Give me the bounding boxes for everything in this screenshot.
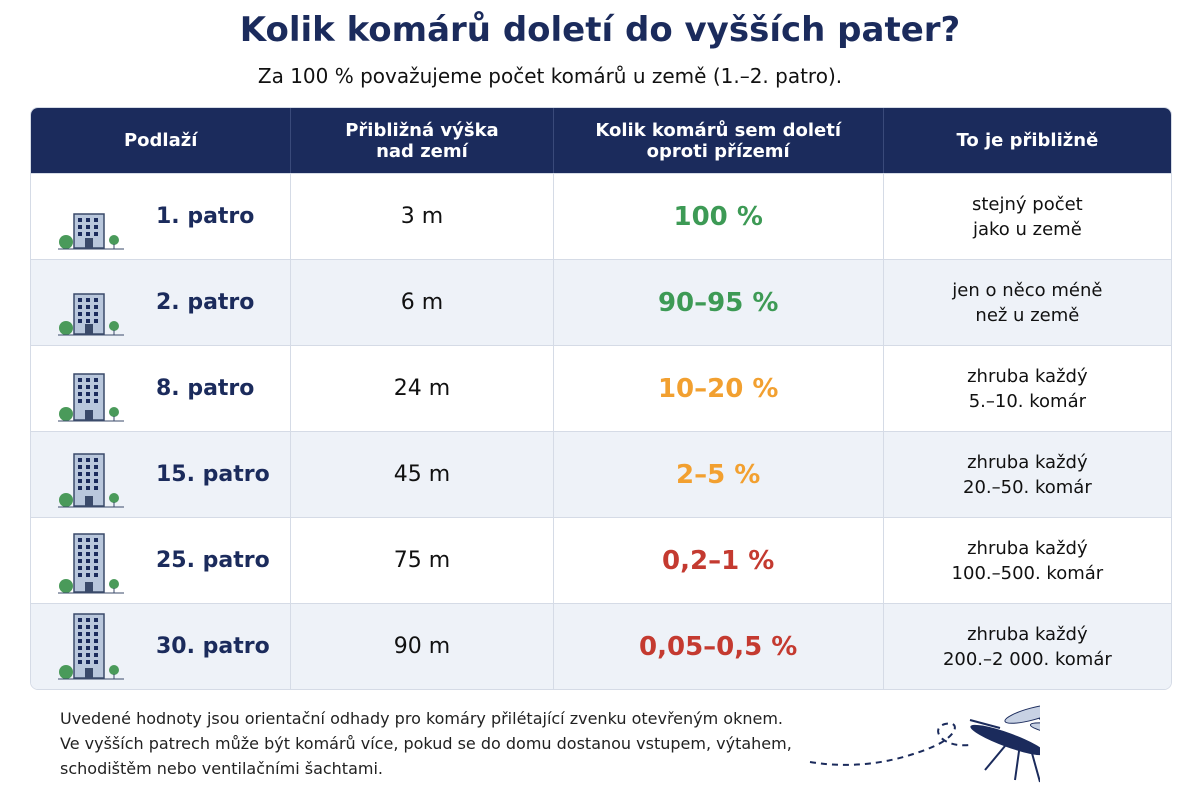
approx-line: zhruba každý — [967, 537, 1088, 559]
share-cell: 0,2–1 % — [552, 518, 883, 603]
share-cell: 90–95 % — [552, 260, 883, 345]
floor-cell: 1. patro — [31, 174, 290, 259]
share: 0,2–1 % — [662, 545, 775, 576]
approx-line: jen o něco méně — [952, 279, 1103, 301]
share: 10–20 % — [657, 373, 779, 404]
share: 90–95 % — [657, 287, 779, 318]
table-row: 15. patro 45 m 2–5 % zhruba každý 20.–50. ko… — [31, 431, 1171, 517]
floor-cell: 25. patro — [31, 518, 290, 603]
header-line: Kolik komárů sem doletí — [595, 119, 841, 141]
table-row: 8. patro 24 m 10–20 % zhruba každý 5.–10. ko… — [31, 345, 1171, 431]
floor: 15. patro — [156, 462, 270, 487]
height-cell: 75 m — [290, 518, 552, 603]
approx-line: 20.–50. komár — [963, 476, 1092, 498]
footnote-line: Ve vyšších patrech může být komárů více,… — [60, 734, 792, 753]
height: 45 m — [393, 462, 451, 487]
share-cell: 100 % — [552, 174, 883, 259]
header-cell: Přibližná výška nad zemí — [290, 108, 552, 173]
building-icon — [58, 292, 124, 335]
floor-cell: 15. patro — [31, 432, 290, 517]
header-line: oproti přízemí — [646, 140, 790, 162]
height-cell: 6 m — [290, 260, 552, 345]
approx-line: 100.–500. komár — [951, 562, 1104, 584]
approx-cell: zhruba každý 5.–10. komár — [882, 346, 1171, 431]
floor-cell: 2. patro — [31, 260, 290, 345]
building-icon — [58, 452, 124, 507]
header-cell: Kolik komárů sem doletí oproti přízemí — [552, 108, 883, 173]
share: 2–5 % — [676, 459, 761, 490]
height: 90 m — [393, 634, 451, 659]
header-line: nad zemí — [376, 140, 468, 162]
height: 6 m — [400, 290, 444, 315]
floor: 8. patro — [156, 376, 255, 401]
approx-line: jako u země — [972, 218, 1082, 240]
building-icon — [58, 532, 124, 593]
table: Podlaží Přibližná výška nad zemí Kolik komá… — [30, 107, 1172, 690]
height-cell: 45 m — [290, 432, 552, 517]
building-icon — [58, 212, 124, 249]
floor: 25. patro — [156, 548, 270, 573]
approx-cell: zhruba každý 20.–50. komár — [882, 432, 1171, 517]
table-row: 2. patro 6 m 90–95 % jen o něco méně než u z… — [31, 259, 1171, 345]
approx-line: zhruba každý — [967, 623, 1088, 645]
building-icon — [58, 372, 124, 421]
share: 100 % — [673, 201, 763, 232]
table-row: 25. patro 75 m 0,2–1 % zhruba každý 100.–500… — [31, 517, 1171, 603]
header-line: Přibližná výška — [345, 119, 499, 141]
height: 75 m — [393, 548, 451, 573]
building-icon — [58, 612, 124, 679]
table-row: 30. patro 90 m 0,05–0,5 % zhruba každý 200.–… — [31, 603, 1171, 689]
footnote-line: schodištěm nebo ventilačními šachtami. — [60, 759, 383, 778]
approx-cell: zhruba každý 200.–2 000. komár — [882, 604, 1171, 689]
height-cell: 24 m — [290, 346, 552, 431]
header-line: Podlaží — [123, 130, 198, 151]
height-cell: 3 m — [290, 174, 552, 259]
approx-cell: stejný počet jako u země — [882, 174, 1171, 259]
share-cell: 0,05–0,5 % — [552, 604, 883, 689]
height: 3 m — [400, 204, 444, 229]
share: 0,05–0,5 % — [639, 631, 798, 662]
footnote-line: Uvedené hodnoty jsou orientační odhady p… — [60, 709, 783, 728]
approx-cell: zhruba každý 100.–500. komár — [882, 518, 1171, 603]
approx-line: zhruba každý — [967, 365, 1088, 387]
title: Kolik komárů doletí do vyšších pater? — [239, 10, 961, 50]
share-cell: 10–20 % — [552, 346, 883, 431]
approx-line: 200.–2 000. komár — [942, 648, 1112, 670]
approx-cell: jen o něco méně než u země — [882, 260, 1171, 345]
approx-line: zhruba každý — [967, 451, 1088, 473]
header-row: Podlaží Přibližná výška nad zemí Kolik komá… — [31, 108, 1171, 173]
approx-line: než u země — [975, 304, 1080, 326]
floor: 2. patro — [156, 290, 255, 315]
mosquito-illustration — [809, 704, 1040, 783]
height: 24 m — [393, 376, 451, 401]
footnote: Uvedené hodnoty jsou orientační odhady p… — [60, 706, 792, 781]
floor-cell: 8. patro — [31, 346, 290, 431]
subtitle: Za 100 % považujeme počet komárů u země … — [257, 64, 843, 88]
header-line: To je přibližně — [956, 130, 1099, 151]
approx-line: stejný počet — [971, 193, 1083, 215]
floor: 1. patro — [156, 204, 255, 229]
floor: 30. patro — [156, 634, 270, 659]
header-cell: Podlaží — [31, 108, 290, 173]
approx-line: 5.–10. komár — [968, 390, 1086, 412]
header-cell: To je přibližně — [882, 108, 1171, 173]
height-cell: 90 m — [290, 604, 552, 689]
share-cell: 2–5 % — [552, 432, 883, 517]
table-row: 1. patro 3 m 100 % stejný počet jako u země — [31, 173, 1171, 259]
floor-cell: 30. patro — [31, 604, 290, 689]
